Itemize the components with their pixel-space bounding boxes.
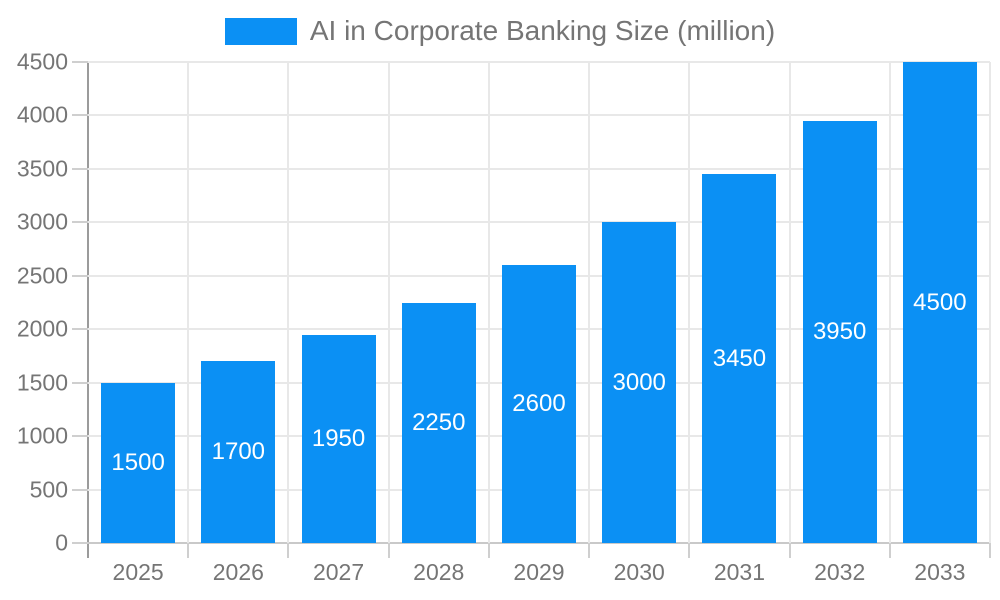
x-axis-tick-label: 2030 xyxy=(613,559,665,585)
bar-2028[interactable]: 2250 xyxy=(401,302,476,543)
bar-2026[interactable]: 1700 xyxy=(201,361,276,543)
bar-value-label: 2250 xyxy=(412,408,466,436)
bar-2029[interactable]: 2600 xyxy=(502,265,576,543)
y-axis-tick-label: 3500 xyxy=(16,155,68,182)
x-axis-tick xyxy=(588,543,591,558)
x-axis-tick xyxy=(688,543,691,558)
bar-value-label: 3450 xyxy=(712,344,767,372)
y-axis-tick-label: 2500 xyxy=(16,262,68,289)
x-axis-tick-label: 2033 xyxy=(914,559,966,585)
plot-area: 1500 1700 1950 2250 2600 3000 3450 3950 4500 xyxy=(72,61,991,558)
bar-2031[interactable]: 3450 xyxy=(702,174,777,543)
y-axis-tick xyxy=(72,381,88,384)
y-axis-tick-label: 4500 xyxy=(16,48,68,75)
y-axis-tick xyxy=(72,114,88,117)
bar-2030[interactable]: 3000 xyxy=(602,222,677,543)
y-axis-tick-label: 2000 xyxy=(16,315,68,342)
y-axis-tick-label: 4000 xyxy=(16,101,68,128)
y-axis-tick-label: 500 xyxy=(29,476,68,503)
y-axis-tick-label: 1000 xyxy=(16,422,68,449)
y-axis-tick xyxy=(72,221,88,224)
bar-2027[interactable]: 1950 xyxy=(301,334,376,543)
legend-label: AI in Corporate Banking Size (million) xyxy=(309,15,776,46)
x-axis-tick-label: 2027 xyxy=(312,559,365,585)
bar-2032[interactable]: 3950 xyxy=(802,120,877,543)
gridline-horizontal xyxy=(88,61,990,63)
x-axis-tick xyxy=(387,543,390,558)
x-axis-tick xyxy=(788,543,791,558)
y-axis-tick xyxy=(72,167,88,170)
gridline-vertical xyxy=(688,62,691,543)
gridline-horizontal xyxy=(88,542,990,544)
gridline-vertical xyxy=(287,62,290,543)
gridline-vertical xyxy=(187,62,190,543)
y-axis-labels: 0 500 1000 1500 2000 2500 3000 3500 4000 4500 xyxy=(0,50,68,554)
y-axis-tick-label: 3000 xyxy=(16,208,68,235)
x-axis-labels: 2025 2026 2027 2028 2029 2030 2031 2032 2033 xyxy=(88,543,990,593)
y-axis-tick xyxy=(72,61,88,63)
bar-value-label: 1500 xyxy=(111,448,165,476)
y-axis-tick-label: 1500 xyxy=(16,369,68,396)
y-axis-tick xyxy=(72,328,88,331)
x-axis-tick xyxy=(888,543,891,558)
y-axis-tick xyxy=(72,488,88,491)
y-axis-tick xyxy=(72,435,88,438)
x-axis-tick xyxy=(187,543,190,558)
gridline-vertical xyxy=(888,62,891,543)
gridline-horizontal xyxy=(88,114,990,117)
legend-swatch xyxy=(224,17,297,45)
y-axis-tick-label: 0 xyxy=(55,529,68,556)
x-axis-tick xyxy=(287,543,290,558)
x-axis-tick xyxy=(487,543,490,558)
bar-2033[interactable]: 4500 xyxy=(902,62,977,543)
bar-value-label: 2600 xyxy=(512,390,566,418)
x-axis-tick-label: 2025 xyxy=(112,559,164,585)
gridline-vertical xyxy=(487,62,490,543)
x-axis-tick-label: 2029 xyxy=(513,559,565,585)
gridline-vertical xyxy=(788,62,791,543)
x-axis-tick xyxy=(989,543,991,558)
gridline-vertical xyxy=(588,62,591,543)
x-axis-tick-label: 2026 xyxy=(212,559,264,585)
x-axis-tick-label: 2028 xyxy=(413,559,465,585)
gridline-horizontal xyxy=(88,167,990,170)
bar-value-label: 3950 xyxy=(812,317,867,345)
y-axis-tick xyxy=(72,542,88,544)
gridline-horizontal xyxy=(88,221,990,224)
legend[interactable]: AI in Corporate Banking Size (million) xyxy=(0,12,1000,50)
gridline-vertical xyxy=(989,62,991,543)
y-axis-line xyxy=(87,62,89,558)
x-axis-tick-label: 2032 xyxy=(814,559,866,585)
bar-value-label: 3000 xyxy=(612,368,666,396)
y-axis-tick xyxy=(72,274,88,277)
bar-value-label: 1700 xyxy=(211,438,266,466)
bar-value-label: 1950 xyxy=(311,424,366,452)
gridline-vertical xyxy=(387,62,390,543)
bar-2025[interactable]: 1500 xyxy=(101,382,176,543)
x-axis-tick-label: 2031 xyxy=(713,559,766,585)
bar-value-label: 4500 xyxy=(913,288,967,316)
